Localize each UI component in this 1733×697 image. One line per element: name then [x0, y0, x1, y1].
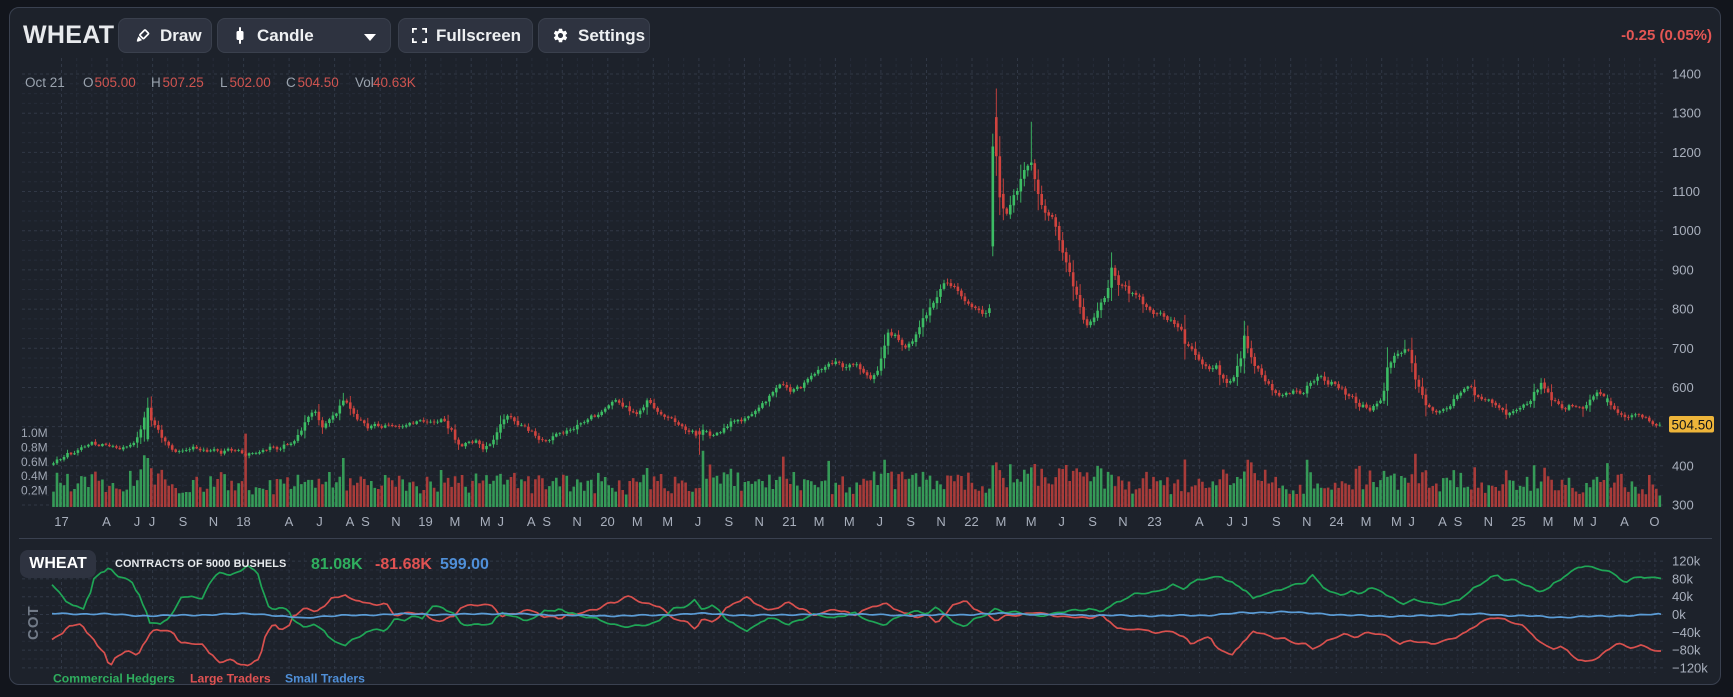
svg-text:80k: 80k [1672, 571, 1693, 586]
svg-text:M: M [844, 514, 855, 529]
svg-text:S: S [906, 514, 915, 529]
svg-text:900: 900 [1672, 262, 1694, 277]
svg-text:81.08K: 81.08K [311, 556, 363, 573]
svg-text:O: O [1649, 514, 1659, 529]
svg-text:O: O [83, 75, 94, 90]
svg-text:0.6M: 0.6M [21, 455, 48, 469]
svg-text:Large Traders: Large Traders [190, 672, 271, 686]
svg-text:J: J [695, 514, 702, 529]
svg-text:300: 300 [1672, 498, 1694, 513]
svg-text:S: S [1272, 514, 1281, 529]
svg-text:S: S [1088, 514, 1097, 529]
svg-text:-81.68K: -81.68K [375, 556, 432, 573]
svg-text:0.8M: 0.8M [21, 440, 48, 454]
svg-text:N: N [572, 514, 581, 529]
svg-text:40k: 40k [1672, 589, 1693, 604]
svg-text:M: M [449, 514, 460, 529]
svg-text:J: J [316, 514, 323, 529]
svg-text:M: M [662, 514, 673, 529]
svg-text:M: M [1573, 514, 1584, 529]
svg-text:Vol: Vol [355, 75, 374, 90]
svg-text:A: A [527, 514, 536, 529]
svg-text:505.00: 505.00 [95, 75, 136, 90]
svg-text:A: A [1620, 514, 1629, 529]
svg-text:M: M [1361, 514, 1372, 529]
svg-text:J: J [1408, 514, 1415, 529]
svg-text:−40k: −40k [1672, 625, 1701, 640]
svg-text:599.00: 599.00 [440, 556, 489, 573]
svg-text:J: J [1590, 514, 1597, 529]
svg-text:S: S [179, 514, 188, 529]
svg-text:−120k: −120k [1672, 660, 1708, 675]
svg-text:700: 700 [1672, 341, 1694, 356]
svg-text:M: M [1026, 514, 1037, 529]
svg-text:24: 24 [1329, 514, 1343, 529]
svg-text:−80k: −80k [1672, 643, 1701, 658]
svg-text:502.00: 502.00 [230, 75, 271, 90]
svg-text:1200: 1200 [1672, 145, 1701, 160]
svg-text:COT: COT [25, 605, 42, 640]
svg-text:M: M [814, 514, 825, 529]
svg-text:A: A [1438, 514, 1447, 529]
svg-text:507.25: 507.25 [163, 75, 204, 90]
svg-text:0.4M: 0.4M [21, 469, 48, 483]
svg-text:40.63K: 40.63K [373, 75, 416, 90]
svg-text:S: S [361, 514, 370, 529]
svg-text:J: J [149, 514, 156, 529]
svg-text:S: S [724, 514, 733, 529]
svg-text:504.50: 504.50 [298, 75, 339, 90]
svg-text:J: J [1227, 514, 1234, 529]
svg-text:0k: 0k [1672, 607, 1686, 622]
svg-text:CONTRACTS OF 5000 BUSHELS: CONTRACTS OF 5000 BUSHELS [115, 558, 286, 570]
svg-text:1300: 1300 [1672, 106, 1701, 121]
svg-text:M: M [995, 514, 1006, 529]
svg-text:S: S [542, 514, 551, 529]
svg-text:L: L [220, 75, 228, 90]
svg-text:J: J [498, 514, 505, 529]
svg-text:S: S [1454, 514, 1463, 529]
svg-text:J: J [876, 514, 883, 529]
svg-text:A: A [285, 514, 294, 529]
svg-text:H: H [151, 75, 161, 90]
svg-text:N: N [1302, 514, 1311, 529]
svg-text:A: A [346, 514, 355, 529]
svg-text:20: 20 [600, 514, 614, 529]
svg-text:A: A [102, 514, 111, 529]
svg-text:Commercial Hedgers: Commercial Hedgers [53, 672, 175, 686]
svg-text:A: A [1195, 514, 1204, 529]
svg-text:N: N [1484, 514, 1493, 529]
svg-text:M: M [1391, 514, 1402, 529]
svg-text:N: N [391, 514, 400, 529]
svg-text:N: N [1118, 514, 1127, 529]
svg-text:18: 18 [236, 514, 250, 529]
svg-text:M: M [1543, 514, 1554, 529]
svg-text:N: N [755, 514, 764, 529]
svg-text:J: J [134, 514, 141, 529]
svg-text:J: J [1058, 514, 1065, 529]
svg-text:1400: 1400 [1672, 67, 1701, 82]
svg-text:Oct 21: Oct 21 [25, 75, 65, 90]
svg-text:23: 23 [1147, 514, 1161, 529]
svg-text:800: 800 [1672, 302, 1694, 317]
svg-text:0.2M: 0.2M [21, 484, 48, 498]
svg-text:1000: 1000 [1672, 223, 1701, 238]
svg-text:600: 600 [1672, 380, 1694, 395]
svg-text:504.50: 504.50 [1672, 417, 1713, 432]
svg-text:17: 17 [54, 514, 68, 529]
svg-text:C: C [286, 75, 296, 90]
svg-text:J: J [1242, 514, 1249, 529]
svg-text:120k: 120k [1672, 554, 1701, 569]
svg-text:25: 25 [1511, 514, 1525, 529]
svg-text:400: 400 [1672, 458, 1694, 473]
svg-text:22: 22 [964, 514, 978, 529]
svg-text:N: N [209, 514, 218, 529]
svg-text:N: N [936, 514, 945, 529]
svg-text:Small Traders: Small Traders [285, 672, 365, 686]
svg-text:1100: 1100 [1672, 184, 1700, 199]
svg-text:19: 19 [418, 514, 432, 529]
svg-text:21: 21 [782, 514, 796, 529]
svg-text:M: M [632, 514, 643, 529]
svg-text:M: M [480, 514, 491, 529]
svg-text:1.0M: 1.0M [21, 426, 48, 440]
